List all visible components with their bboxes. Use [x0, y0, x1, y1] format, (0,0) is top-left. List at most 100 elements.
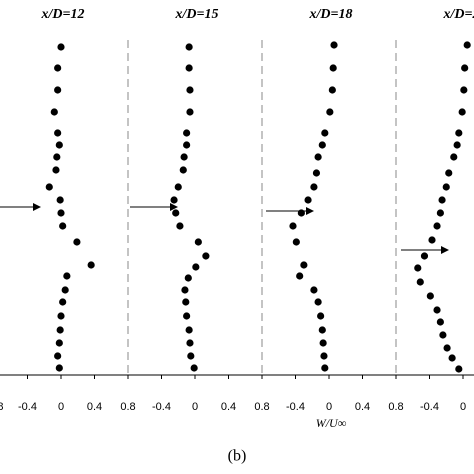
point — [414, 264, 422, 272]
panel-title: x/D=12 — [41, 7, 85, 22]
point — [185, 64, 193, 72]
x-tick-label: 0 — [58, 401, 64, 413]
point — [183, 141, 191, 149]
x-tick-label: -0.4 — [420, 401, 439, 413]
point — [445, 169, 453, 177]
x-tick-label: -0.4 — [286, 401, 305, 413]
point — [170, 196, 178, 204]
point — [53, 153, 61, 161]
point — [450, 153, 458, 161]
x-tick-label: -0.4 — [18, 401, 37, 413]
x-tick-label: 0.8 — [254, 401, 269, 413]
point — [55, 141, 63, 149]
point — [448, 354, 456, 362]
point — [54, 86, 62, 94]
point — [436, 209, 444, 217]
panel-title: x/D=18 — [309, 7, 353, 22]
point — [190, 364, 198, 372]
x-tick-label: -0.8 — [0, 401, 3, 413]
point — [416, 278, 424, 286]
point — [310, 286, 318, 294]
point — [184, 274, 192, 282]
x-tick-label: 0 — [192, 401, 198, 413]
point — [186, 86, 194, 94]
point — [321, 129, 329, 137]
point — [420, 252, 429, 260]
point — [185, 326, 193, 334]
point — [443, 344, 451, 352]
point — [57, 312, 65, 320]
point — [319, 339, 327, 347]
x-tick-label: -0.4 — [152, 401, 171, 413]
point — [186, 339, 194, 347]
point — [55, 339, 63, 347]
point — [187, 352, 195, 360]
point — [326, 108, 334, 116]
point — [460, 86, 468, 94]
point — [55, 364, 63, 372]
point — [57, 43, 65, 51]
point — [433, 306, 441, 314]
x-axis-label: W/U∞ — [316, 416, 347, 430]
point — [182, 298, 190, 306]
point — [186, 108, 194, 116]
point — [318, 141, 326, 149]
point — [174, 183, 182, 191]
x-tick-label: 0 — [460, 401, 466, 413]
point — [304, 196, 312, 204]
point — [455, 129, 463, 137]
point — [59, 298, 67, 306]
x-tick-label: 0.4 — [87, 401, 102, 413]
caption: (b) — [228, 448, 247, 465]
point — [438, 196, 446, 204]
point — [310, 183, 318, 191]
point — [176, 222, 184, 230]
point — [296, 272, 304, 280]
point — [183, 129, 191, 137]
point — [172, 209, 180, 217]
point — [329, 64, 337, 72]
point — [453, 141, 461, 149]
point — [463, 41, 471, 49]
x-tick-label: 0.8 — [388, 401, 403, 413]
point — [458, 108, 466, 116]
point — [202, 252, 210, 260]
point — [45, 183, 53, 191]
point — [328, 86, 336, 94]
point — [320, 352, 328, 360]
x-tick-label: 0.4 — [221, 401, 236, 413]
point — [57, 209, 65, 217]
point — [312, 169, 321, 177]
point — [56, 326, 64, 334]
point — [314, 153, 322, 161]
point — [436, 318, 444, 326]
point — [87, 261, 95, 269]
point — [297, 209, 305, 217]
point — [317, 312, 325, 320]
point — [428, 236, 436, 244]
point — [54, 129, 62, 137]
point — [289, 222, 297, 230]
point — [59, 222, 67, 230]
point — [52, 166, 60, 174]
point — [56, 196, 64, 204]
point — [181, 286, 189, 294]
panel-title: x/D=27 — [443, 7, 474, 22]
point — [442, 183, 450, 191]
point — [185, 43, 193, 51]
point — [192, 263, 200, 271]
point — [461, 64, 469, 72]
point — [292, 238, 300, 246]
point — [54, 64, 62, 72]
x-tick-label: 0 — [326, 401, 332, 413]
panel-title: x/D=15 — [175, 7, 219, 22]
point — [318, 326, 326, 334]
point — [194, 238, 202, 246]
point — [179, 166, 187, 174]
point — [180, 153, 188, 161]
point — [426, 292, 434, 300]
point — [183, 312, 191, 320]
point — [300, 261, 308, 269]
point — [61, 286, 69, 294]
